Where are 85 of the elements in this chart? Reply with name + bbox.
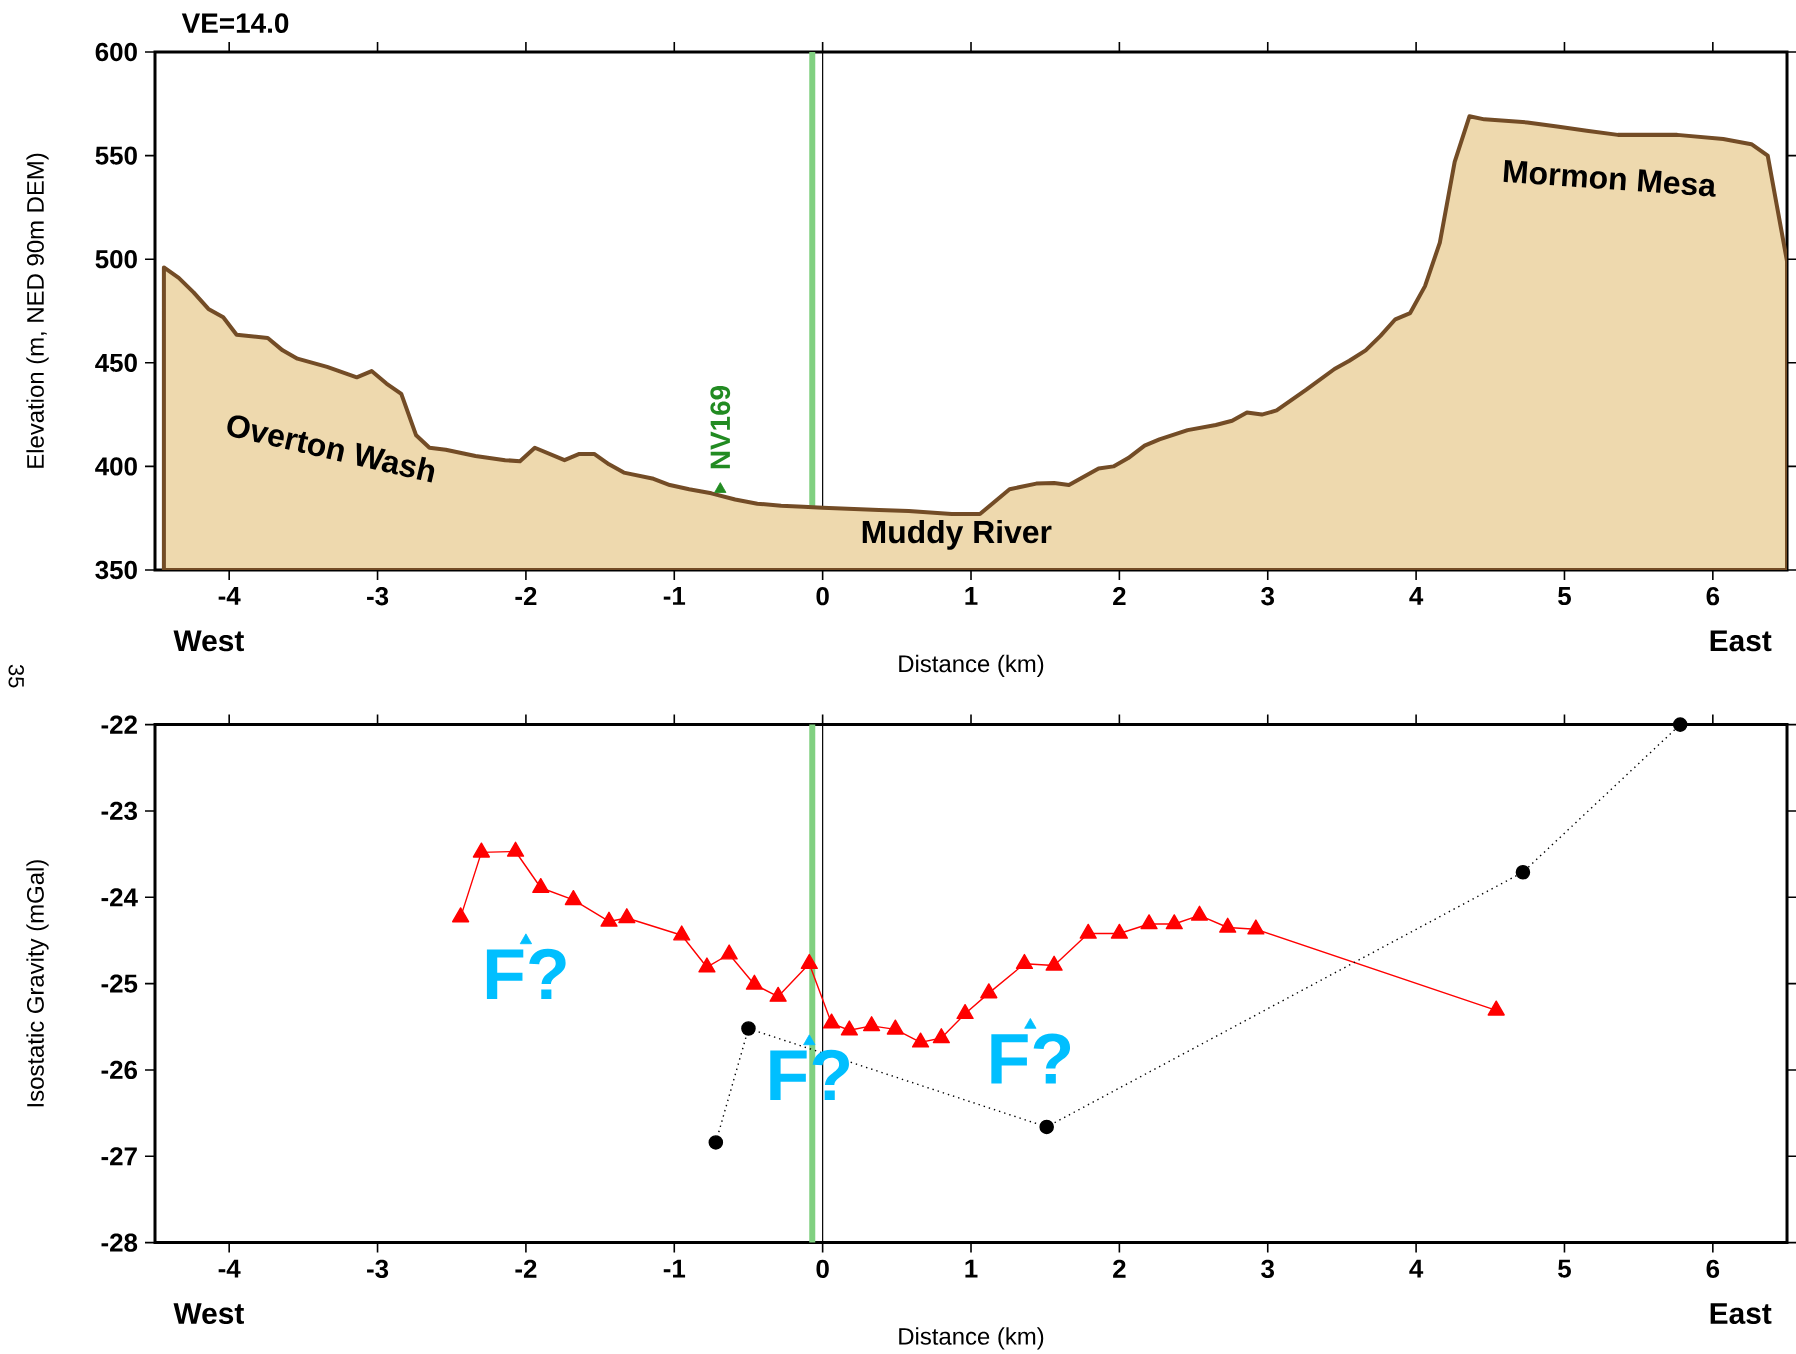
annotation: Mormon Mesa (1503, 159, 1716, 197)
text: East (1710, 1303, 1772, 1324)
x-axis-title: Distance (km) (899, 654, 1044, 677)
y-tick-label: 600 (95, 42, 137, 62)
y-tick-label: -28 (101, 1233, 138, 1252)
text: West (173, 1303, 244, 1324)
y-tick-label: -22 (101, 715, 137, 734)
y-axis-title: Elevation (m, NED 90m DEM) (26, 153, 49, 468)
x-tick-label: 6 (1706, 1259, 1720, 1278)
data-label: F? (991, 1033, 1071, 1084)
point (862, 1016, 881, 1032)
point (600, 911, 618, 927)
point (1487, 1000, 1505, 1016)
y-tick-label: 350 (95, 560, 137, 580)
y-tick-label: -25 (101, 974, 138, 993)
point (1219, 917, 1237, 933)
x-tick-label: -4 (218, 1259, 241, 1278)
x-tick-label: 3 (1261, 1259, 1274, 1279)
point (980, 983, 998, 999)
point (1079, 923, 1097, 939)
point (452, 907, 470, 923)
x-tick-label: -3 (367, 1259, 389, 1279)
x-tick-label: -4 (218, 587, 241, 605)
x-tick-label: -3 (367, 587, 389, 606)
x-tick-label: 3 (1261, 587, 1274, 606)
point (1045, 955, 1063, 971)
x-tick-label: 2 (1113, 1259, 1126, 1278)
point (840, 1020, 858, 1036)
y-tick-label: 450 (95, 353, 137, 372)
point (506, 841, 525, 857)
x-tick-label: 0 (816, 587, 829, 606)
y-tick-label: -27 (101, 1147, 137, 1166)
point (886, 1019, 904, 1035)
point (1140, 914, 1158, 930)
point (564, 890, 583, 906)
text: West (173, 630, 244, 652)
x-axis-title: Distance (km) (899, 1327, 1044, 1350)
annotation: Overton Wash (227, 415, 435, 483)
point (472, 842, 491, 858)
text: East (1710, 630, 1772, 652)
point (911, 1032, 930, 1048)
text: 35 (8, 664, 24, 688)
point (1247, 919, 1265, 935)
x-tick-label: -1 (663, 587, 686, 605)
point (1190, 905, 1209, 921)
data-label: F? (486, 948, 566, 999)
x-tick-label: 0 (816, 1259, 829, 1278)
x-tick-label: -1 (663, 1259, 686, 1278)
point (769, 986, 787, 1002)
x-tick-label: 2 (1113, 587, 1126, 606)
y-tick-label: -26 (101, 1060, 138, 1080)
point (673, 925, 691, 941)
x-tick-label: 1 (965, 587, 978, 605)
point (956, 1003, 974, 1020)
point (800, 953, 818, 970)
x-tick-label: -2 (515, 1259, 537, 1278)
point (822, 1013, 841, 1029)
y-tick-label: 500 (95, 250, 137, 269)
annotation: Muddy River (862, 519, 1052, 550)
x-tick-label: -2 (515, 587, 537, 606)
y-tick-label: -24 (101, 888, 138, 907)
x-tick-label: 1 (965, 1259, 978, 1278)
x-tick-label: 5 (1558, 587, 1571, 606)
x-tick-label: 4 (1409, 587, 1424, 605)
x-tick-label: 6 (1706, 587, 1720, 606)
y-axis-title: Isostatic Gravity (mGal) (26, 860, 49, 1107)
point (1024, 1018, 1037, 1029)
y-tick-label: -23 (101, 801, 138, 821)
point (803, 1034, 816, 1046)
point (1110, 923, 1129, 939)
point (745, 974, 764, 990)
y-tick-label: 400 (95, 457, 137, 476)
x-tick-label: 4 (1409, 1259, 1424, 1278)
y-tick-label: 550 (95, 146, 137, 165)
point (932, 1028, 950, 1044)
point (720, 944, 738, 960)
chart-title: VE=14.0 (181, 13, 289, 34)
point (519, 933, 533, 945)
point (618, 908, 636, 924)
point (532, 877, 550, 894)
text: NV169 (710, 385, 731, 469)
point (698, 957, 716, 973)
point (1015, 953, 1034, 970)
x-tick-label: 5 (1558, 1259, 1571, 1278)
point (1165, 914, 1183, 930)
